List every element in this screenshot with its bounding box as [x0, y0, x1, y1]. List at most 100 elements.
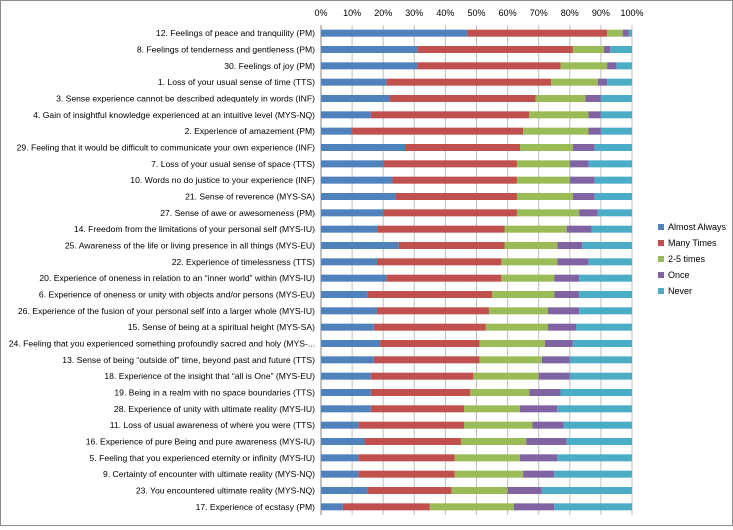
bar-segment-once: [526, 438, 567, 445]
bar-segment-many-times: [417, 46, 573, 53]
bar-segment-many-times: [386, 78, 552, 86]
bar-segment-almost-always: [321, 405, 371, 413]
bar-segment-many-times: [398, 242, 505, 249]
bar-segment-almost-always: [321, 503, 343, 511]
gridlines: [320, 25, 633, 515]
bar-segment-once: [569, 160, 589, 168]
legend-swatch: [658, 224, 664, 230]
category-label: 25. Awareness of the life or living pres…: [65, 241, 315, 251]
bar-segment-many-times: [370, 111, 530, 119]
bar-segment-many-times: [370, 372, 474, 380]
bar-segment-never: [557, 454, 632, 462]
bar-segment-2-5-times: [529, 111, 589, 119]
bar-segment-2-5-times: [454, 454, 521, 462]
bar-segment-many-times: [373, 323, 486, 331]
bar-segment-never: [600, 95, 632, 102]
bar-segment-almost-always: [321, 307, 377, 315]
bar-segment-once: [569, 176, 595, 184]
bar-segment-never: [569, 372, 632, 380]
bar-segment-never: [591, 225, 632, 233]
bar-segment-many-times: [392, 176, 517, 184]
category-label: 12. Feelings of peace and tranquility (P…: [156, 28, 315, 38]
legend-label: Almost Always: [668, 222, 727, 232]
bar-segment-2-5-times: [479, 356, 542, 364]
bar-segment-many-times: [417, 62, 561, 70]
category-label: 7. Loss of your usual sense of space (TT…: [151, 159, 315, 169]
bar-segment-many-times: [376, 258, 502, 266]
bar-segment-once: [523, 470, 555, 478]
bar-segment-never: [579, 274, 632, 282]
bar-segment-many-times: [352, 127, 524, 135]
category-label: 14. Freedom from the limitations of your…: [74, 224, 315, 234]
bar-segment-almost-always: [321, 258, 377, 266]
bar-segment-almost-always: [321, 127, 353, 135]
bar-segment-many-times: [380, 340, 480, 347]
bar-segment-2-5-times: [479, 340, 545, 347]
bar-segment-never: [554, 503, 632, 511]
bar-segment-once: [557, 258, 589, 266]
bar-segment-almost-always: [321, 389, 371, 396]
legend-label: Once: [668, 270, 690, 280]
category-label: 21. Sense of reverence (MYS-SA): [185, 192, 315, 202]
bar-segment-once: [554, 274, 580, 282]
bar-segment-once: [622, 29, 629, 37]
bar-segment-once: [554, 291, 580, 298]
bar-segment-almost-always: [321, 46, 418, 53]
bar-segment-2-5-times: [504, 225, 567, 233]
bar-segment-almost-always: [321, 356, 374, 364]
bar-segment-many-times: [342, 503, 430, 511]
bar-segment-once: [520, 405, 558, 413]
bar-segment-almost-always: [321, 193, 396, 200]
x-tick-label: 100%: [620, 8, 643, 18]
bar-segment-2-5-times: [451, 487, 508, 494]
bar-segment-once: [572, 193, 595, 200]
category-label: 29. Feeling that it would be difficult t…: [17, 143, 316, 153]
category-label: 22. Experience of timelessness (TTS): [172, 257, 315, 267]
bar-segment-never: [554, 470, 632, 478]
bar-segment-many-times: [370, 405, 465, 413]
bar-segment-almost-always: [321, 111, 371, 119]
bar-segment-2-5-times: [516, 160, 570, 168]
bar-segment-never: [579, 307, 632, 315]
legend-label: 2-5 times: [668, 254, 706, 264]
bar-segment-2-5-times: [464, 421, 533, 429]
bar-segment-many-times: [370, 389, 471, 396]
bar-segment-2-5-times: [551, 78, 598, 86]
category-label: 16. Experience of pure Being and pure aw…: [86, 437, 315, 447]
bar-segment-2-5-times: [485, 323, 549, 331]
bar-segment-never: [579, 291, 632, 298]
bar-segment-once: [572, 144, 595, 151]
bar-segment-many-times: [467, 29, 608, 37]
bar-segment-2-5-times: [464, 405, 521, 413]
legend-label: Never: [668, 286, 692, 296]
bar-segment-2-5-times: [516, 176, 570, 184]
bar-segment-never: [569, 356, 632, 364]
x-tick-label: 90%: [592, 8, 610, 18]
bar-segment-many-times: [383, 160, 517, 168]
bar-segment-almost-always: [321, 291, 368, 298]
bar-segment-almost-always: [321, 421, 359, 429]
bar-segment-never: [582, 242, 632, 249]
bar-segment-2-5-times: [572, 46, 605, 53]
category-label: 13. Sense of being “outside of” time, be…: [62, 355, 315, 365]
bar-segment-2-5-times: [470, 389, 530, 396]
bar-segment-never: [541, 487, 632, 494]
bar-segment-never: [560, 389, 632, 396]
bar-segment-2-5-times: [454, 470, 524, 478]
bar-segment-never: [566, 438, 632, 445]
bar-segment-never: [600, 127, 632, 135]
category-label: 18. Experience of the insight that “all …: [104, 371, 315, 381]
category-label: 4. Gain of insightful knowledge experien…: [33, 110, 315, 120]
bar-segment-2-5-times: [501, 274, 555, 282]
x-tick-label: 50%: [467, 8, 485, 18]
category-label: 5. Feeling that you experienced eternity…: [90, 453, 316, 463]
bar-segment-almost-always: [321, 340, 381, 347]
bar-segment-2-5-times: [492, 291, 555, 298]
bar-segment-once: [607, 62, 617, 70]
bar-segment-many-times: [358, 421, 465, 429]
bar-segment-many-times: [386, 274, 502, 282]
x-tick-label: 10%: [343, 8, 361, 18]
x-tick-label: 60%: [499, 8, 517, 18]
bar-segment-almost-always: [321, 470, 359, 478]
bar-segment-almost-always: [321, 454, 359, 462]
